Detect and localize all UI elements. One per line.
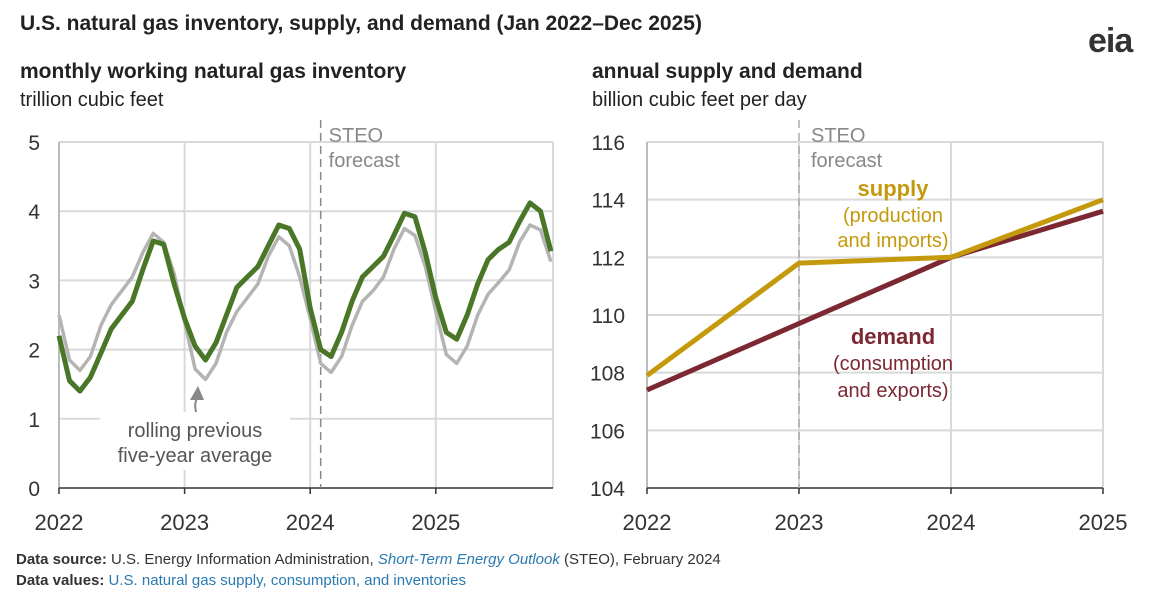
inventory-line [56,200,554,394]
data-source-label: Data source: [16,551,107,568]
chart-title: U.S. natural gas inventory, supply, and … [20,12,702,35]
x-tick-label: 2022 [623,510,672,535]
right-chart-title: annual supply and demand [592,60,863,83]
y-tick-label: 0 [28,478,40,501]
steo-link[interactable]: Short-Term Energy Outlook [377,551,560,568]
demand-detail: (consumption [833,353,953,375]
demand-detail: and exports) [837,380,948,402]
supply-detail: (production [843,205,943,227]
y-tick-label: 114 [592,190,626,213]
supply-detail: and imports) [837,230,948,252]
forecast-label: forecast [811,150,883,172]
forecast-label: STEO [811,125,865,147]
y-tick-label: 4 [28,201,40,224]
demand-line [645,208,1104,393]
y-tick-label: 104 [590,478,625,501]
y-tick-label: 116 [592,132,625,155]
x-tick-label: 2024 [927,510,976,535]
y-tick-label: 106 [590,420,625,443]
data-values-label: Data values: [16,572,105,589]
y-tick-label: 2 [28,340,40,363]
forecast-label: forecast [329,150,401,172]
forecast-label: STEO [329,125,383,147]
x-tick-label: 2025 [411,510,460,535]
y-tick-label: 110 [592,305,625,328]
annotation-label: five-year average [118,445,273,467]
right-chart-unit: billion cubic feet per day [592,89,807,111]
y-tick-label: 5 [28,132,40,155]
x-tick-label: 2024 [286,510,335,535]
data-source-text: U.S. Energy Information Administration, [111,551,374,568]
data-source-tail: (STEO), February 2024 [564,551,721,568]
average-line [57,223,553,382]
y-tick-label: 1 [28,409,40,432]
x-tick-label: 2025 [1079,510,1128,535]
demand-label: demand [851,324,935,349]
annotation-arrowhead [190,386,204,400]
x-tick-label: 2023 [775,510,824,535]
annotation-background [100,412,290,470]
y-tick-label: 112 [592,247,625,270]
data-values-link[interactable]: U.S. natural gas supply, consumption, an… [108,572,466,589]
x-tick-label: 2023 [160,510,209,535]
supply-line [645,197,1104,378]
supply-label: supply [858,176,930,201]
data-source: Data source: U.S. Energy Information Adm… [16,551,721,568]
eia-logo: eia [1088,22,1133,60]
left-chart-title: monthly working natural gas inventory [20,60,407,83]
annotation-arrow [194,397,198,413]
annotation-label: rolling previous [128,420,263,442]
y-tick-label: 108 [590,363,625,386]
x-tick-label: 2022 [35,510,84,535]
data-values: Data values: U.S. natural gas supply, co… [16,572,466,589]
left-chart-unit: trillion cubic feet [20,89,164,111]
y-tick-label: 3 [28,270,40,293]
